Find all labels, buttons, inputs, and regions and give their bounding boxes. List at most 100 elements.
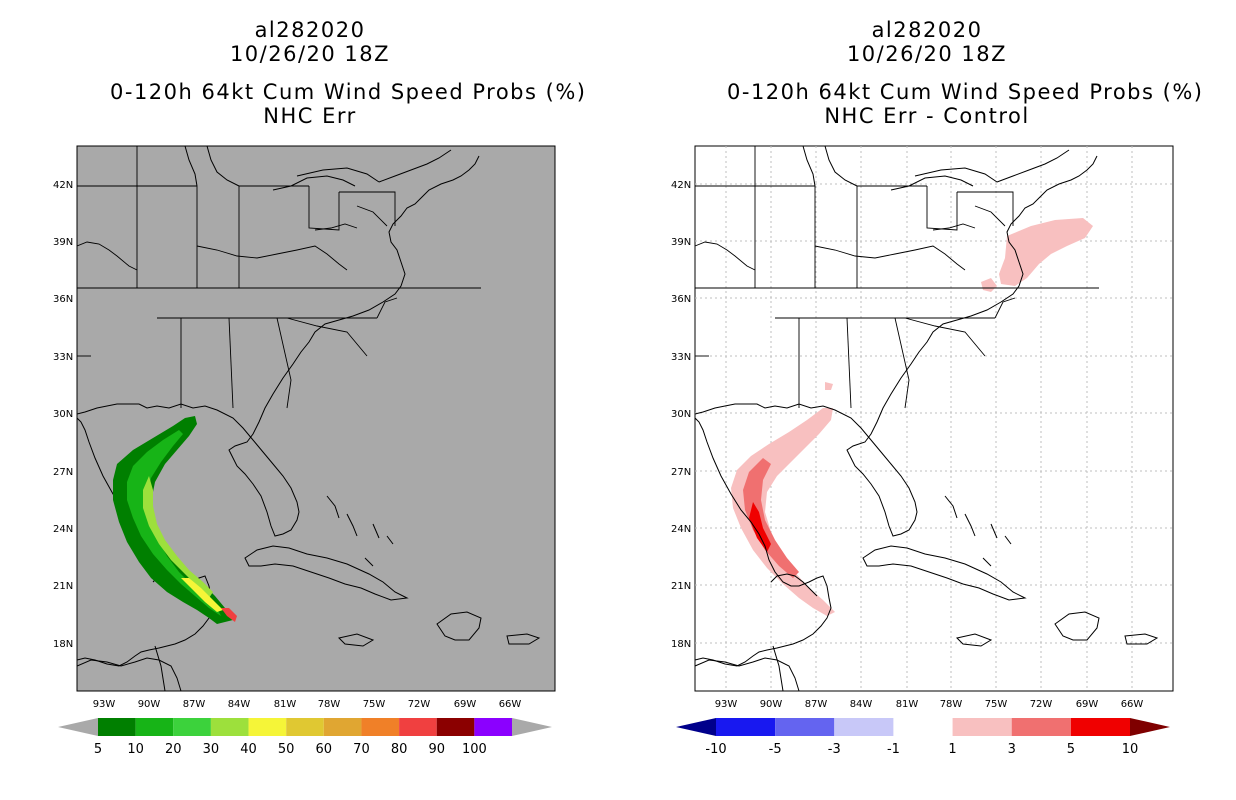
lon-label: 75W [985, 699, 1008, 710]
lon-label: 72W [408, 699, 431, 710]
lon-label: 93W [715, 699, 738, 710]
colorbar-label: 30 [203, 742, 220, 757]
colorbar-swatch [474, 718, 512, 736]
colorbar-swatch [399, 718, 437, 736]
colorbar-swatch [323, 718, 362, 736]
lat-label: 24N [671, 524, 691, 535]
lon-label: 78W [940, 699, 963, 710]
right-title-product: 0-120h 64kt Cum Wind Speed Probs (%) [727, 80, 1204, 104]
lat-label: 42N [53, 180, 73, 191]
left-title-subtitle: NHC Err [263, 104, 357, 128]
colorbar-label: 5 [1067, 742, 1075, 757]
colorbar-label: 40 [240, 742, 257, 757]
lat-label: 39N [53, 237, 73, 248]
colorbar-low-arrow [676, 718, 716, 736]
left-lon-labels: 93W 90W 87W 84W 81W 78W 75W 72W 69W 66W [93, 699, 522, 710]
colorbar-swatch [286, 718, 324, 736]
colorbar-swatch [173, 718, 211, 736]
colorbar-label: 10 [1122, 742, 1139, 757]
lon-label: 78W [318, 699, 341, 710]
right-title-subtitle: NHC Err - Control [824, 104, 1030, 128]
left-colorbar: 5 10 20 30 40 50 60 70 80 90 100 [58, 718, 552, 757]
lat-label: 18N [53, 639, 73, 650]
colorbar-label: 100 [462, 742, 487, 757]
lon-label: 90W [138, 699, 161, 710]
colorbar-label: -5 [769, 742, 782, 757]
lon-label: 66W [1121, 699, 1144, 710]
right-title: al282020 10/26/20 18Z 0-120h 64kt Cum Wi… [727, 18, 1204, 128]
lon-label: 87W [805, 699, 828, 710]
lon-label: 72W [1030, 699, 1053, 710]
lon-label: 66W [499, 699, 522, 710]
lon-label: 93W [93, 699, 116, 710]
colorbar-swatch [834, 718, 894, 736]
lon-label: 81W [274, 699, 297, 710]
colorbar-low-arrow [58, 718, 98, 736]
colorbar-label: 50 [278, 742, 295, 757]
lat-label: 33N [53, 352, 73, 363]
lat-label: 30N [53, 409, 73, 420]
lat-label: 18N [671, 639, 691, 650]
lat-label: 21N [53, 581, 73, 592]
colorbar-label: 10 [127, 742, 144, 757]
right-title-date: 10/26/20 18Z [846, 42, 1008, 66]
colorbar-label: 70 [353, 742, 370, 757]
lon-label: 90W [760, 699, 783, 710]
lat-label: 36N [671, 294, 691, 305]
right-colorbar: -10 -5 -3 -1 1 3 5 10 [676, 718, 1170, 757]
colorbar-swatch [98, 718, 136, 736]
right-lon-labels: 93W 90W 87W 84W 81W 78W 75W 72W 69W 66W [715, 699, 1144, 710]
lon-label: 84W [850, 699, 873, 710]
colorbar-swatch [952, 718, 1012, 736]
right-title-storm: al282020 [871, 18, 983, 42]
colorbar-label: 1 [948, 742, 956, 757]
colorbar-swatch [361, 718, 400, 736]
colorbar-swatch [135, 718, 174, 736]
colorbar-swatch [248, 718, 287, 736]
colorbar-label: 20 [165, 742, 182, 757]
right-lat-labels: 42N 39N 36N 33N 30N 27N 24N 21N 18N [671, 180, 691, 650]
lat-label: 36N [53, 294, 73, 305]
left-title-product: 0-120h 64kt Cum Wind Speed Probs (%) [110, 80, 587, 104]
left-lat-labels: 42N 39N 36N 33N 30N 27N 24N 21N 18N [53, 180, 73, 650]
lon-label: 69W [454, 699, 477, 710]
lon-label: 87W [183, 699, 206, 710]
colorbar-label: -10 [705, 742, 726, 757]
lon-label: 69W [1076, 699, 1099, 710]
lat-label: 27N [671, 467, 691, 478]
colorbar-label: -3 [828, 742, 841, 757]
colorbar-swatch [1011, 718, 1071, 736]
lat-label: 33N [671, 352, 691, 363]
colorbar-label: 3 [1008, 742, 1016, 757]
colorbar-label: -1 [887, 742, 900, 757]
right-map: 42N 39N 36N 33N 30N 27N 24N 21N 18N 93W … [671, 145, 1174, 710]
colorbar-high-arrow [1130, 718, 1170, 736]
colorbar-label: 80 [391, 742, 408, 757]
colorbar-label: 5 [94, 742, 102, 757]
colorbar-swatch [716, 718, 776, 736]
right-map-background [694, 145, 1174, 692]
colorbar-label: 90 [428, 742, 445, 757]
left-map: 42N 39N 36N 33N 30N 27N 24N 21N 18N 93W … [53, 145, 556, 710]
colorbar-swatch [893, 718, 953, 736]
colorbar-swatch [436, 718, 475, 736]
lon-label: 81W [896, 699, 919, 710]
colorbar-swatch [210, 718, 249, 736]
lat-label: 21N [671, 581, 691, 592]
lat-label: 42N [671, 180, 691, 191]
colorbar-swatch [1070, 718, 1130, 736]
left-title: al282020 10/26/20 18Z 0-120h 64kt Cum Wi… [110, 18, 587, 128]
lat-label: 27N [53, 467, 73, 478]
lon-label: 84W [228, 699, 251, 710]
left-probability-swath [113, 416, 237, 624]
left-title-storm: al282020 [254, 18, 366, 42]
right-difference-swath [731, 218, 1093, 616]
colorbar-high-arrow [512, 718, 552, 736]
colorbar-swatch [775, 718, 835, 736]
lat-label: 30N [671, 409, 691, 420]
colorbar-label: 60 [316, 742, 333, 757]
left-map-background [76, 145, 556, 692]
left-title-date: 10/26/20 18Z [229, 42, 391, 66]
lat-label: 24N [53, 524, 73, 535]
